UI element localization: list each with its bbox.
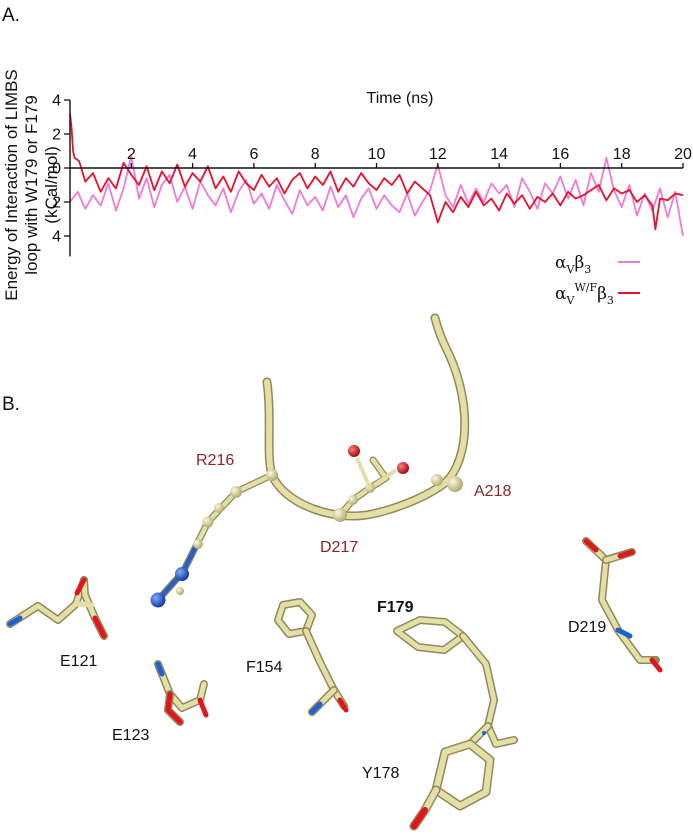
y-tick-label: 2 [52,127,61,144]
x-tick-label: 20 [674,146,692,163]
label-d217: D217 [320,539,358,556]
f154-stick [274,598,349,716]
x-tick-label: 4 [188,146,197,163]
label-r216: R216 [196,452,234,469]
x-tick-label: 2 [127,146,136,163]
x-tick-label: 8 [311,146,320,163]
x-tick-label: 10 [368,146,386,163]
label-a218: A218 [474,483,511,500]
interaction-energy-chart: Energy of Interaction of LIMBS loop with… [2,69,692,307]
d217-oxygen-2 [397,462,409,474]
legend-label-1: αVW/Fβ3 [555,281,614,307]
d219-stick [582,537,663,673]
r216-side-chain [150,469,278,608]
label-e123: E123 [112,727,149,744]
y-axis-label-line-3: (kCal/mol) [42,146,61,223]
d217-side-chain [333,445,409,522]
f179-y178-sticks [393,616,518,831]
legend-label-0: αVβ3 [555,253,591,276]
label-f179: F179 [377,599,414,616]
x-tick-label: 14 [490,146,508,163]
x-tick-label: 16 [552,146,570,163]
e123-stick [154,660,209,726]
x-axis-label: Time (ns) [367,90,434,107]
y-axis-label: Energy of Interaction of LIMBS loop with… [2,69,61,301]
x-tick-label: 6 [249,146,258,163]
r216-nitrogen-2 [150,592,166,608]
panel-b-label: B. [2,394,20,415]
y-tick-label: 0 [52,161,61,178]
label-d219: D219 [568,619,606,636]
y-axis-label-line-2: loop with W179 or F179 [22,95,41,275]
r216-nitrogen-1 [175,567,189,581]
y-axis-label-line-1: Energy of Interaction of LIMBS [2,69,21,301]
x-tick-label: 18 [613,146,631,163]
label-f154: F154 [246,659,283,676]
label-y178: Y178 [362,765,399,782]
chart-legend: αVβ3 αVW/Fβ3 [555,253,640,307]
series-line-1 [69,113,684,231]
panel-a-label: A. [2,5,20,26]
y-tick-label: 4 [52,229,61,246]
y-tick-label: 4 [52,93,61,110]
a218-atom [447,476,463,492]
label-e121: E121 [60,653,97,670]
d217-oxygen-1 [348,445,360,457]
y-tick-label: 2 [52,195,61,212]
e121-stick [6,576,108,640]
x-tick-label: 12 [429,146,447,163]
molecular-structure: R216 D217 A218 F179 D219 E121 F154 E123 … [6,313,663,831]
